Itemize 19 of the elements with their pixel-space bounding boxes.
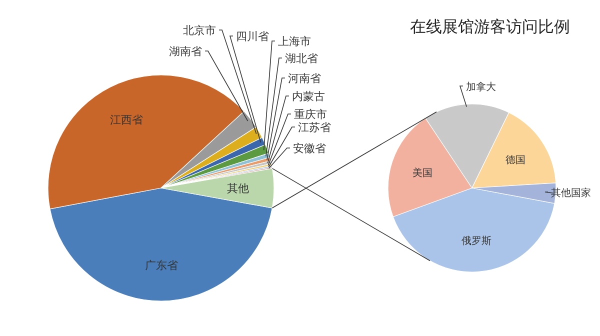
slice-label: 江西省 bbox=[110, 113, 143, 126]
slice-label: 湖南省 bbox=[169, 45, 202, 58]
slice-label: 安徽省 bbox=[293, 142, 326, 155]
slice-label: 内蒙古 bbox=[292, 90, 325, 103]
text: 在线展馆游客访问比例 bbox=[410, 17, 570, 36]
slice-label: 美国 bbox=[412, 166, 433, 179]
slice-label: 江苏省 bbox=[298, 121, 331, 134]
slice-label: 湖北省 bbox=[285, 52, 318, 65]
slice-label: 广东省 bbox=[144, 258, 178, 272]
slice-label: 四川省 bbox=[236, 30, 269, 43]
slice-label: 其他 bbox=[226, 182, 249, 196]
slice-label: 重庆市 bbox=[294, 108, 327, 121]
slice-label: 河南省 bbox=[288, 72, 321, 85]
slice-label: 俄罗斯 bbox=[461, 234, 492, 247]
slice-label: 北京市 bbox=[183, 24, 216, 37]
slice-label: 加拿大 bbox=[466, 81, 496, 93]
slice-label: 德国 bbox=[505, 155, 526, 166]
slice-label: 其他国家 bbox=[551, 187, 591, 199]
slice-label: 上海市 bbox=[278, 35, 311, 48]
